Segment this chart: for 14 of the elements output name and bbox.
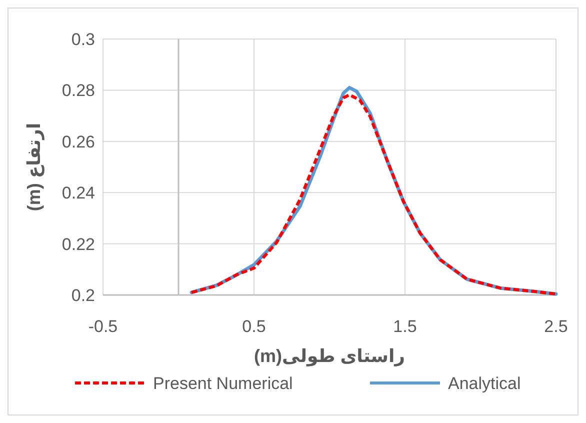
- y-axis-title: ارتفاع (m): [24, 122, 45, 212]
- y-tick-label: 0.3: [71, 30, 95, 49]
- x-tick-label: 1.5: [393, 317, 417, 336]
- y-tick-label: 0.2: [71, 286, 95, 305]
- legend-label: Present Numerical: [153, 374, 293, 393]
- y-tick-label: 0.22: [62, 234, 95, 254]
- y-tick-label: 0.28: [62, 81, 95, 100]
- x-tick-label: 2.5: [544, 317, 568, 336]
- y-tick-label: 0.26: [62, 132, 95, 152]
- x-tick-label: -0.5: [88, 317, 118, 336]
- x-tick-label: 0.5: [242, 317, 266, 336]
- x-axis-title: راستای طولی(m): [254, 346, 406, 367]
- y-tick-label: 0.24: [62, 184, 95, 203]
- legend-label: Analytical: [448, 374, 521, 393]
